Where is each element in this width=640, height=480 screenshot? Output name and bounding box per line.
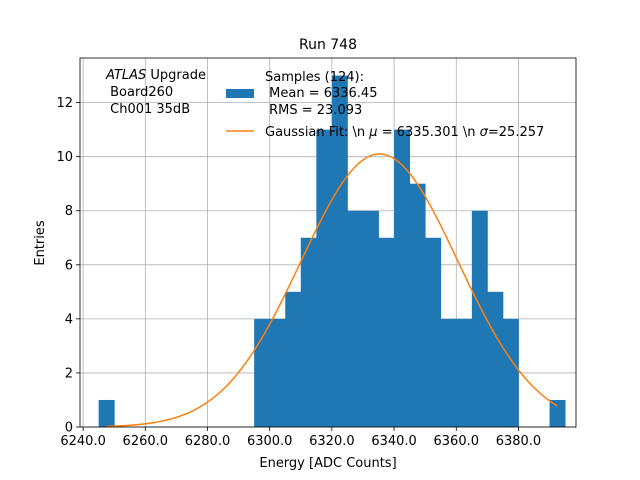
histogram-bar	[362, 210, 379, 427]
y-axis-ticks: 0 2 4 6 8 10 12	[56, 96, 80, 436]
x-tick-label: 6240.0	[60, 434, 106, 449]
histogram-bar	[285, 291, 302, 427]
chart-title: Run 748	[299, 37, 357, 53]
histogram-bar	[409, 183, 426, 427]
histogram-bar	[394, 129, 411, 427]
x-axis-label: Energy [ADC Counts]	[259, 456, 396, 471]
legend-fit-label: Gaussian Fit: \n μ = 6335.301 \n σ=25.25…	[265, 125, 544, 140]
histogram-bar	[300, 237, 317, 427]
legend-fit-mid: = 6335.301 \n	[378, 125, 480, 140]
histogram-bar	[347, 210, 364, 427]
legend-hist-line-1: Samples (124):	[265, 70, 364, 85]
legend-hist-line-3: RMS = 23.093	[265, 103, 362, 118]
histogram-bar	[456, 318, 473, 427]
x-tick-label: 6260.0	[123, 434, 169, 449]
x-axis-ticks: 6240.0 6260.0 6280.0 6300.0 6320.0 6340.0 6360…	[60, 427, 541, 449]
annotation-line-2: Board260	[106, 85, 173, 100]
histogram-bar	[549, 399, 566, 427]
x-tick-label: 6360.0	[434, 434, 480, 449]
x-tick-label: 6280.0	[185, 434, 231, 449]
legend-hist-swatch	[226, 89, 254, 98]
x-tick-label: 6300.0	[247, 434, 293, 449]
legend-fit-prefix: Gaussian Fit: \n	[265, 125, 369, 140]
y-tick-label: 2	[65, 366, 73, 381]
x-tick-label: 6320.0	[309, 434, 355, 449]
histogram-bar	[378, 237, 395, 427]
histogram-bar	[502, 318, 519, 427]
histogram-bars	[98, 75, 566, 428]
histogram-bar	[98, 399, 115, 427]
y-axis-label: Entries	[33, 220, 48, 266]
y-tick-label: 8	[65, 204, 73, 219]
legend: Samples (124): Mean = 6336.45 RMS = 23.0…	[226, 70, 544, 140]
legend-fit-sigma: σ	[480, 125, 489, 140]
histogram-bar	[471, 210, 488, 427]
y-tick-label: 12	[56, 96, 73, 111]
gaussian-fit-line	[106, 153, 558, 428]
histogram-bar	[487, 291, 504, 427]
histogram-bar	[331, 75, 348, 428]
annotation-line-3: Ch001 35dB	[106, 102, 190, 117]
annotation-line-1: ATLAS Upgrade	[105, 68, 206, 83]
histogram-bar	[440, 318, 457, 427]
x-tick-label: 6340.0	[371, 434, 417, 449]
annotation-italic: ATLAS	[105, 68, 146, 83]
y-tick-label: 10	[56, 150, 73, 165]
x-tick-label: 6380.0	[496, 434, 542, 449]
annotation-box: ATLAS Upgrade Board260 Ch001 35dB	[105, 68, 206, 117]
annotation-rest: Upgrade	[146, 68, 206, 83]
y-tick-label: 4	[65, 312, 73, 327]
histogram-bar	[254, 318, 271, 427]
legend-hist-line-2: Mean = 6336.45	[265, 86, 377, 101]
histogram-bar	[269, 318, 286, 427]
legend-fit-mu: μ	[368, 125, 377, 140]
y-tick-label: 6	[65, 258, 73, 273]
y-tick-label: 0	[65, 421, 73, 436]
histogram-bar	[316, 129, 333, 427]
legend-fit-suffix: =25.257	[488, 125, 544, 140]
plot-frame	[79, 57, 577, 428]
histogram-bar	[425, 237, 442, 427]
